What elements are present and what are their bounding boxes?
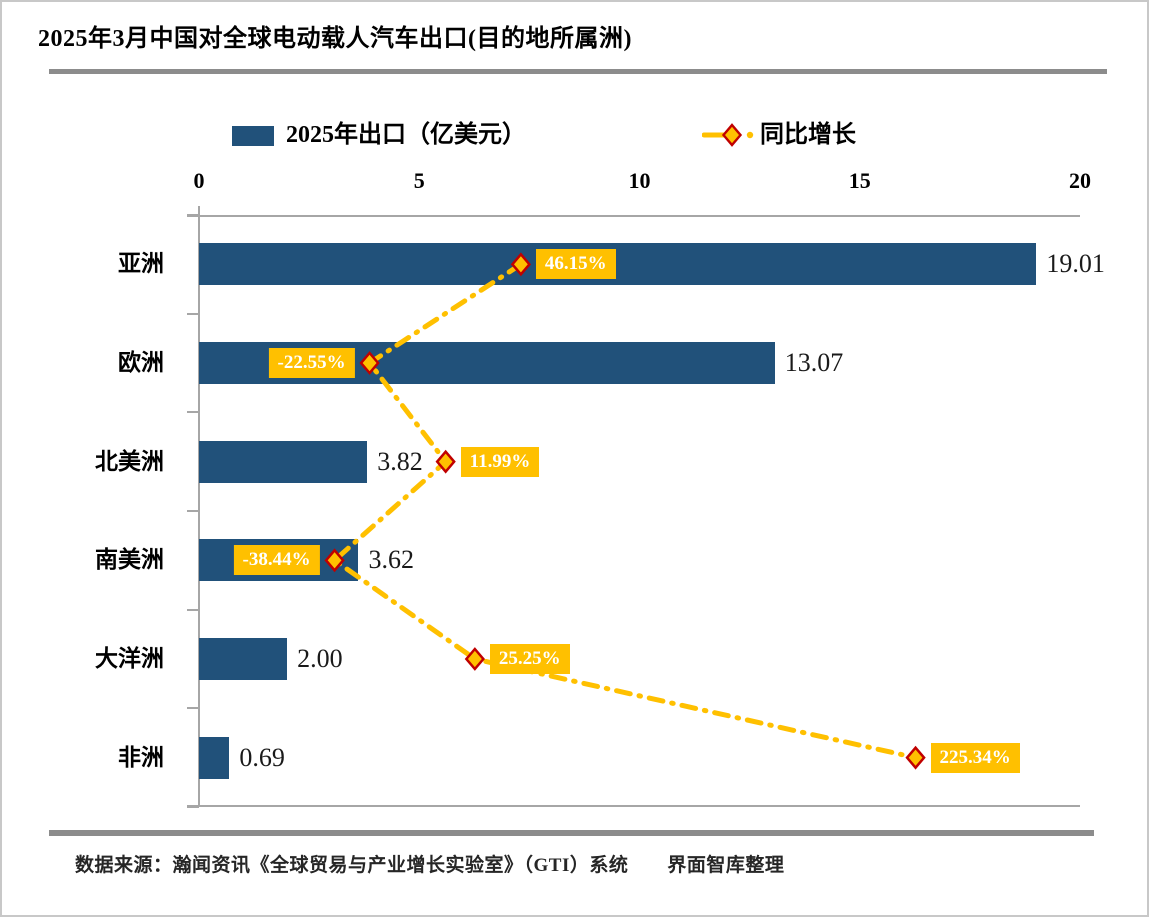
line-legend-label: 同比增长	[760, 122, 856, 148]
category-axis-tick	[187, 608, 199, 611]
trend-line-layer	[324, 252, 926, 770]
plot-bottom-line	[187, 805, 1080, 807]
growth-label: 225.34%	[930, 742, 1020, 773]
growth-marker-icon	[510, 252, 532, 277]
growth-label: -22.55%	[268, 348, 355, 378]
growth-marker-icon	[324, 548, 345, 573]
bar-value-label: 2.00	[297, 644, 343, 673]
line-legend-marker-icon	[702, 123, 754, 147]
growth-marker-icon	[359, 351, 380, 375]
growth-marker-icon	[905, 745, 926, 770]
category-axis-tick	[187, 510, 199, 512]
growth-marker-icon	[464, 647, 486, 671]
title-separator	[49, 69, 1107, 74]
category-axis-tick	[187, 411, 199, 414]
category-label: 非洲	[118, 744, 164, 770]
source-note: 数据来源：瀚闻资讯《全球贸易与产业增长实验室》（GTI）系统 界面智库整理	[75, 855, 785, 876]
export-bar	[199, 638, 288, 680]
export-bar	[199, 440, 368, 483]
plot-area: 亚洲 19.01 欧洲 13.07 北美洲 3.82 南美洲 3.62 大洋洲 2.00 非洲 0.6…	[95, 206, 1105, 808]
category-label: 亚洲	[118, 251, 164, 277]
bar-legend-label: 2025年出口（亿美元）	[286, 122, 526, 148]
category-label: 欧洲	[118, 350, 164, 375]
category-axis-tick	[187, 806, 199, 808]
bar-value-label: 13.07	[784, 348, 844, 377]
bar-value-label: 19.01	[1046, 249, 1105, 279]
x-axis-tick-label: 5	[413, 168, 425, 193]
bar-value-label: 3.62	[368, 545, 414, 575]
category-axis-line	[198, 206, 200, 807]
footer-separator	[49, 830, 1094, 836]
x-axis-tick-label: 20	[1069, 168, 1091, 193]
growth-marker-icon	[435, 449, 456, 474]
category-label: 大洋洲	[95, 646, 164, 671]
growth-label: 11.99%	[460, 446, 540, 477]
export-bar	[199, 736, 230, 779]
growth-label: 46.15%	[535, 249, 616, 280]
category-axis-tick	[187, 214, 199, 216]
category-label: 北美洲	[95, 448, 164, 474]
trend-line	[332, 261, 919, 761]
category-label: 南美洲	[95, 547, 164, 573]
category-axis-tick	[187, 707, 199, 710]
x-axis-tick-label: 0	[193, 168, 205, 193]
bar-value-label: 3.82	[377, 446, 423, 476]
bar-value-label: 0.69	[239, 742, 285, 772]
category-axis-tick	[187, 312, 199, 315]
growth-label: -38.44%	[233, 545, 320, 576]
chart-title: 2025年3月中国对全球电动载人汽车出口(目的地所属洲)	[38, 26, 632, 52]
export-bar	[199, 243, 1037, 286]
x-axis-tick-label: 10	[628, 168, 651, 193]
x-axis-tick-label: 15	[848, 168, 871, 193]
bar-legend-swatch	[232, 126, 274, 146]
growth-label: 25.25%	[489, 644, 570, 674]
plot-top-line	[187, 215, 1080, 217]
